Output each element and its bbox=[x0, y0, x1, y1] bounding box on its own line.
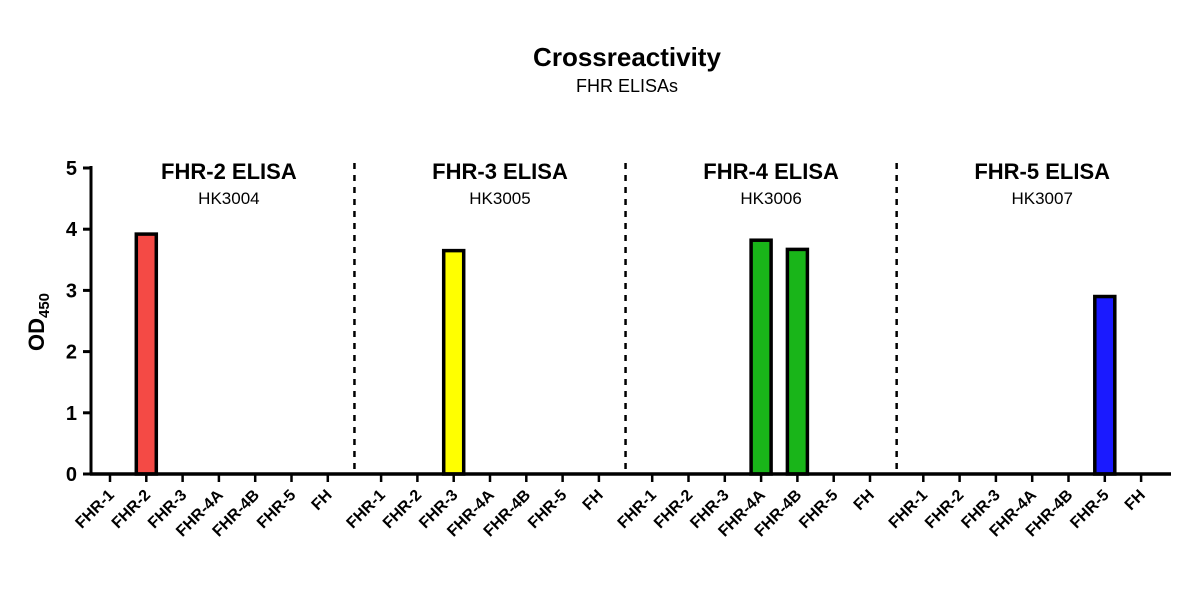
x-tick-label: FHR-5 bbox=[254, 487, 299, 532]
x-tick-label: FHR-2 bbox=[651, 487, 696, 532]
y-axis-label: OD450 bbox=[24, 293, 53, 351]
y-tick-label: 0 bbox=[66, 464, 77, 486]
y-tick-label: 2 bbox=[66, 342, 77, 364]
y-axis-label-main: OD bbox=[24, 318, 49, 351]
chart-subtitle: FHR ELISAs bbox=[576, 76, 678, 96]
y-tick-label: 5 bbox=[66, 158, 77, 180]
bar bbox=[785, 247, 810, 476]
panel-title: FHR-4 ELISA bbox=[703, 159, 839, 184]
panel-title: FHR-5 ELISA bbox=[974, 159, 1110, 184]
x-tick-label: FHR-1 bbox=[615, 487, 660, 532]
bar bbox=[749, 238, 773, 476]
panel-title: FHR-3 ELISA bbox=[432, 159, 568, 184]
x-tick-label: FHR-5 bbox=[1067, 487, 1112, 532]
panel-subtitle: HK3006 bbox=[740, 189, 801, 208]
x-tick-label: FH bbox=[851, 487, 878, 514]
x-tick-label: FHR-1 bbox=[886, 487, 931, 532]
x-tick-label: FHR-2 bbox=[922, 487, 967, 532]
x-tick-label: FHR-2 bbox=[380, 487, 425, 532]
x-tick-label: FHR-1 bbox=[72, 487, 117, 532]
panel-subtitle: HK3004 bbox=[198, 189, 259, 208]
x-tick-label: FH bbox=[309, 487, 336, 514]
x-tick-label: FHR-5 bbox=[796, 487, 841, 532]
y-tick-label: 3 bbox=[66, 280, 77, 302]
x-tick-label: FHR-5 bbox=[525, 487, 570, 532]
y-tick-label: 4 bbox=[66, 219, 78, 241]
x-tick-label: FH bbox=[580, 487, 607, 514]
bar bbox=[1093, 294, 1117, 476]
x-tick-label: FHR-1 bbox=[344, 487, 389, 532]
x-tick-label: FH bbox=[1122, 487, 1149, 514]
chart-title: Crossreactivity bbox=[533, 42, 721, 72]
x-tick-label: FHR-2 bbox=[109, 487, 154, 532]
panel-subtitle: HK3005 bbox=[469, 189, 530, 208]
y-tick-label: 1 bbox=[66, 403, 77, 425]
bar bbox=[441, 248, 466, 476]
panel-subtitle: HK3007 bbox=[1011, 189, 1072, 208]
bar bbox=[134, 232, 159, 476]
panel-title: FHR-2 ELISA bbox=[161, 159, 297, 184]
y-axis-label-subscript: 450 bbox=[36, 293, 53, 318]
